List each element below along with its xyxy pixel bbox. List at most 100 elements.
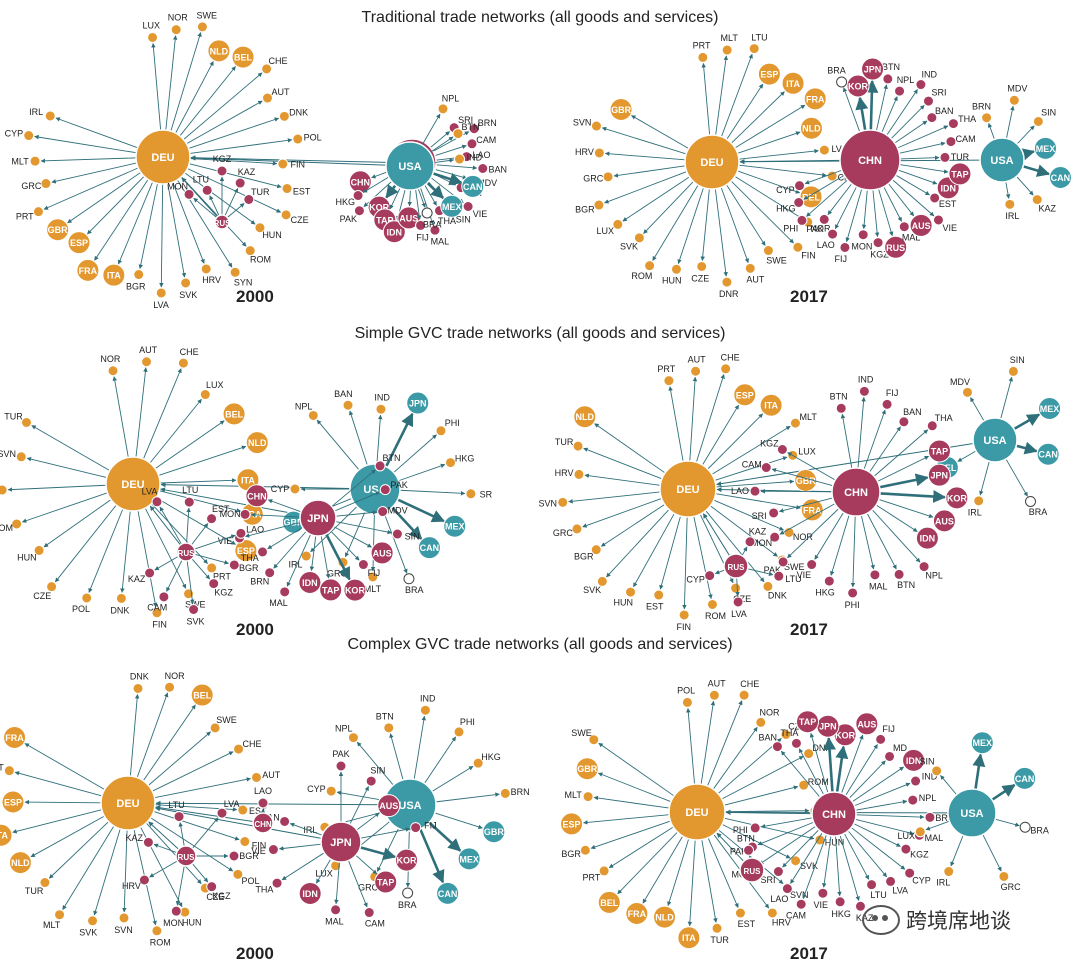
node-idn <box>298 881 322 905</box>
edge-chn-kor <box>835 745 849 793</box>
edge-chn-kgz <box>872 189 880 238</box>
node-label-chn: CHN <box>351 177 371 187</box>
node-label-hun: HUN <box>17 552 37 562</box>
edge-chn-cam <box>771 468 833 487</box>
node-mon <box>239 508 251 520</box>
node-fij <box>410 822 422 834</box>
node-label-ind: IND <box>922 772 938 782</box>
hub-label-deu: DEU <box>685 807 708 819</box>
node-label-jpn: JPN <box>409 399 427 409</box>
edge-usa-npl <box>421 113 441 146</box>
node-label-idn: IDN <box>940 183 956 193</box>
hub-chn <box>811 791 857 837</box>
node-label-est: EST <box>646 602 664 612</box>
node-label-bel: BEL <box>193 691 212 701</box>
node-hrv <box>573 468 585 480</box>
edge-usa-irl <box>1005 181 1011 199</box>
edge-chn-bra <box>842 87 861 132</box>
edge-rus-svk <box>186 560 195 605</box>
hub-label-rus: RUS <box>178 549 196 558</box>
node-label-gbr: GBR <box>611 105 632 115</box>
node-label-fin: FIN <box>152 620 167 630</box>
node-label-mex: MEX <box>973 738 993 748</box>
edge-usa-mdv <box>1006 105 1015 139</box>
node-label-pak: PAK <box>764 565 781 575</box>
node-ban <box>477 163 489 175</box>
node-kaz <box>1031 194 1043 206</box>
node-idn <box>902 748 926 772</box>
node-pol <box>292 133 304 145</box>
node-label-est: EST <box>249 806 267 816</box>
edge-usa-bra <box>1005 458 1028 497</box>
node-nld <box>8 851 32 875</box>
node-kor <box>343 578 367 602</box>
node-btn <box>893 568 905 580</box>
node-mal <box>330 904 342 916</box>
node-bgr <box>593 199 605 211</box>
year-label-simple-left: 2000 <box>236 620 274 639</box>
node-esp <box>234 539 258 563</box>
edge-usa-sin <box>1000 376 1013 419</box>
node-label-cyp: CYP <box>5 129 24 139</box>
node-ban <box>279 815 291 827</box>
node-label-mlt: MLT <box>800 412 818 422</box>
node-sri <box>772 866 784 878</box>
node-label-phi: PHI <box>445 418 460 428</box>
node-grc <box>40 178 52 190</box>
edge-usa-hkg <box>431 765 474 792</box>
edge-usa-irl <box>950 835 964 867</box>
node-label-ind: IND <box>922 70 938 80</box>
hub-usa <box>385 141 435 191</box>
node-label-sri: SRI <box>932 88 947 98</box>
node-pak <box>379 484 391 496</box>
node-fin <box>792 241 804 253</box>
node-fin <box>239 836 251 848</box>
node-label-hkg: HKG <box>815 588 835 598</box>
node-bgr <box>228 559 240 571</box>
node-dnr <box>721 276 733 288</box>
edge-rus-cyp <box>714 569 725 575</box>
hub-usa <box>947 788 997 838</box>
year-label-traditional-right: 2017 <box>790 287 828 306</box>
node-label-bel: BEL <box>600 898 619 908</box>
node-label-est: EST <box>293 186 311 196</box>
node-label-ltu: LTU <box>182 485 198 495</box>
edge-chn-idn <box>851 766 905 803</box>
node-label-mex: MEX <box>445 522 465 532</box>
node-svk <box>633 232 645 244</box>
edge-chn-fij <box>845 188 863 243</box>
edge-deu-prt <box>701 62 711 136</box>
node-label-kgz: KGZ <box>760 439 779 449</box>
edge-jpn-ban <box>289 822 323 836</box>
node-swe <box>762 245 774 257</box>
edge-deu-swe <box>710 505 778 557</box>
edge-usa-sin <box>940 775 957 795</box>
edge-chn-npl <box>871 509 921 563</box>
node-ban <box>898 416 910 428</box>
node-label-tha: THA <box>935 413 953 423</box>
edge-deu-gbr <box>597 772 672 803</box>
node-label-esp: ESP <box>736 390 754 400</box>
node-mon <box>769 531 781 543</box>
edge-jpn-vie <box>278 843 322 851</box>
node-label-esp: ESP <box>237 546 255 556</box>
edge-chn-btn <box>840 413 853 469</box>
edge-deu-nld <box>594 423 666 474</box>
edge-jpn-mdv <box>335 510 378 517</box>
node-label-esp: ESP <box>4 797 22 807</box>
watermark: 跨境席地谈 <box>862 905 1011 935</box>
node-label-mex: MEX <box>1036 144 1056 154</box>
node-label-phi: PHI <box>460 717 475 727</box>
node-label-hkg: HKG <box>335 197 355 207</box>
edge-deu-nld <box>30 815 105 858</box>
node-label-ita: ITA <box>0 831 8 841</box>
edge-rus-kaz <box>741 546 748 556</box>
node-label-nld: NLD <box>210 46 229 56</box>
edge-deu-nld <box>667 838 690 907</box>
node-label-btn: BTN <box>897 580 915 590</box>
edge-deu-esp <box>24 799 102 805</box>
edge-jpn-sin <box>335 521 392 535</box>
node-idn <box>915 526 939 550</box>
node-hun <box>625 586 637 598</box>
edge-chn-jpn <box>865 79 879 131</box>
